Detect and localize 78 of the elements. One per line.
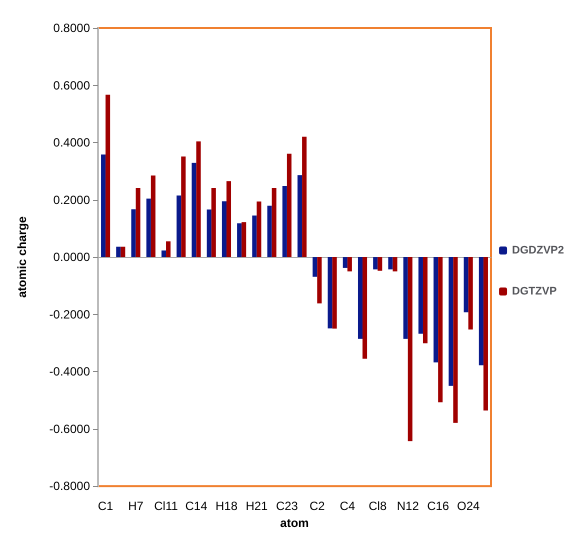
bar <box>222 201 226 258</box>
y-tick-label: 0.2000 <box>53 192 90 207</box>
bar <box>120 246 126 258</box>
x-tick-label: H7 <box>128 499 144 514</box>
y-axis-title: atomic charge <box>15 216 29 298</box>
x-tick-label: C1 <box>98 499 114 514</box>
x-tick-label: C2 <box>310 499 326 514</box>
bar <box>196 141 201 258</box>
bar <box>422 257 428 344</box>
x-tick-label: C14 <box>185 499 208 514</box>
bar <box>106 94 110 258</box>
bar <box>478 257 484 366</box>
bar <box>242 222 246 258</box>
y-tick-label: -0.2000 <box>49 307 90 322</box>
bar <box>150 175 156 258</box>
x-axis-title: atom <box>280 516 309 530</box>
bar <box>161 250 166 258</box>
bar <box>256 202 262 258</box>
bar <box>448 257 454 386</box>
bar <box>434 257 438 362</box>
bar <box>282 186 287 258</box>
y-tick-label: 0.0000 <box>53 250 90 264</box>
x-tick-label: Cl11 <box>154 499 178 514</box>
bar <box>362 257 368 359</box>
bar <box>358 257 363 339</box>
y-tick-label: 0.6000 <box>53 78 90 92</box>
bar <box>388 257 393 270</box>
y-tick-label: 0.4000 <box>53 136 90 150</box>
x-tick-label: C4 <box>340 499 356 514</box>
bar <box>272 188 276 258</box>
bar <box>312 257 318 277</box>
bar <box>176 195 182 258</box>
bar <box>403 257 408 339</box>
bar <box>226 181 232 258</box>
bar <box>298 175 302 258</box>
bar <box>468 257 473 330</box>
bar <box>206 210 212 258</box>
y-tick-label: 0.8000 <box>53 21 90 35</box>
bar <box>302 136 307 258</box>
bar <box>438 257 443 402</box>
bar <box>317 257 322 304</box>
bar <box>418 257 423 334</box>
bar <box>373 257 378 270</box>
bar <box>453 257 458 423</box>
bar <box>342 257 348 268</box>
x-tick-label: C16 <box>427 499 450 514</box>
bar <box>131 209 136 258</box>
x-tick-label: C23 <box>276 499 298 514</box>
y-tick-label: -0.6000 <box>49 422 90 436</box>
bar <box>166 241 171 258</box>
bar <box>136 188 140 258</box>
bar <box>146 198 151 258</box>
x-tick-label: Cl8 <box>368 499 387 514</box>
bar <box>192 162 196 258</box>
bar <box>252 216 257 258</box>
bar <box>101 154 106 258</box>
bar <box>211 188 216 258</box>
bar <box>347 257 352 272</box>
legend-label: DGDZVP2 <box>512 244 564 256</box>
bar <box>392 257 398 272</box>
x-tick-label: O24 <box>456 499 480 514</box>
bar <box>286 154 292 258</box>
bar <box>483 257 488 411</box>
bar <box>181 156 186 258</box>
bar <box>464 257 468 312</box>
x-tick-label: H21 <box>246 499 268 514</box>
bar <box>116 246 121 258</box>
y-tick-label: -0.4000 <box>49 364 90 379</box>
y-tick-label: -0.8000 <box>49 479 90 494</box>
bar <box>332 257 337 329</box>
legend-label: DGTZVP <box>512 286 557 298</box>
x-tick-label: H18 <box>215 499 238 514</box>
bar <box>237 223 242 258</box>
bar <box>408 257 412 442</box>
x-tick-label: N12 <box>396 499 420 514</box>
bar <box>378 257 382 271</box>
bar <box>267 206 272 258</box>
bar <box>328 257 332 328</box>
